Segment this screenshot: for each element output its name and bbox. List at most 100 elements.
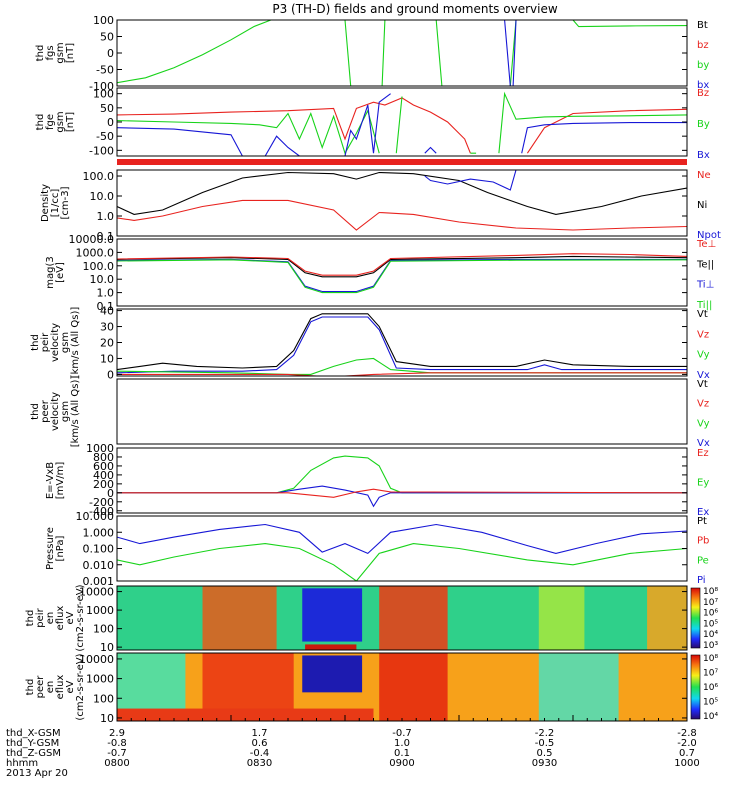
- series-line-temperature-1: [117, 253, 687, 276]
- legend-entry: Vx: [697, 438, 710, 449]
- footer-value-y: -0.8: [107, 738, 127, 749]
- spectrogram-block-0: [302, 588, 363, 642]
- series-line-pressure-1: [117, 543, 687, 581]
- y-axis-label-line: [cm-3]: [60, 186, 71, 219]
- series-line-density-1: [117, 199, 687, 231]
- legend-entry: Ne: [697, 170, 711, 181]
- x-axis: [116, 715, 688, 721]
- footer-value-z: 0.7: [679, 748, 695, 759]
- y-tick-label: 1.0: [97, 287, 115, 300]
- legend-entry: Ex: [697, 507, 709, 518]
- y-tick-label: 1.0: [97, 210, 115, 223]
- y-tick-label: -100: [89, 144, 114, 157]
- y-tick-label: 0: [107, 116, 114, 129]
- y-axis-label-line: thd: [25, 679, 36, 696]
- legend-entry: Vy: [697, 418, 710, 429]
- legend-density: Ne Ni Npot: [697, 170, 721, 241]
- y-axis-label-line: Density: [40, 184, 51, 222]
- y-axis-label-density: Density [1/cc] [cm-3]: [40, 184, 71, 222]
- y-axis-label-line: [km/s (All Qs)]: [70, 307, 81, 379]
- y-axis-label-line: peer: [35, 675, 46, 699]
- footer-value-t: 0830: [247, 758, 272, 769]
- series-line-fge-1: [117, 91, 687, 155]
- spectrogram-peir_spectrogram: [117, 586, 687, 650]
- y-axis-label-line: thd: [30, 334, 41, 351]
- y-axis-label-line: eflux: [55, 675, 66, 700]
- legend-entry: bz: [697, 40, 709, 51]
- y-tick-label: 10000: [79, 653, 114, 666]
- series-line-peir_velocity-3: [117, 372, 687, 376]
- footer-value-z: 0.5: [537, 748, 553, 759]
- colorbar-label: 10⁸: [703, 654, 718, 664]
- y-axis-label-peer_spectrogram: thd peer en eflux eV (cm2-s-sr-eV): [25, 653, 86, 720]
- y-axis-label-temperature: mag(3 [eV]: [45, 256, 66, 288]
- footer-value-x: -0.7: [392, 728, 412, 739]
- footer-value-z: -0.4: [250, 748, 270, 759]
- y-axis-label-line: eV: [65, 611, 76, 624]
- colorbar-label: 10⁷: [703, 669, 718, 679]
- y-tick-label: 10.000: [76, 510, 115, 523]
- y-axis-label-line: Pressure: [45, 527, 56, 570]
- y-tick-label: 100: [93, 692, 114, 705]
- spectrogram-band-2: [379, 653, 448, 721]
- panel-peer_spectrogram: 10⁸ 10⁷ 10⁶ 10⁵ 10⁴ 10000 1000 100 10 thd peer en ef…: [25, 652, 718, 725]
- panel-frame: [116, 238, 688, 307]
- y-tick-label: 0: [107, 487, 114, 500]
- y-tick-label: 200: [93, 478, 114, 491]
- colorbar-scale: [690, 587, 701, 649]
- series-line-efield-0: [117, 455, 687, 494]
- y-tick-label: 0.100: [83, 543, 115, 556]
- legend-entry: Te⊥: [696, 239, 716, 250]
- y-axis-label-line: thd: [35, 45, 46, 62]
- series-group-temperature: [117, 253, 687, 294]
- legend-temperature: Te⊥ Te|| Ti⊥ Ti||: [696, 239, 716, 311]
- legend-entry: Te||: [696, 259, 714, 270]
- y-tick-label: 1000: [86, 673, 114, 686]
- legend-entry: by: [697, 60, 709, 71]
- y-axis-label-line: velocity: [50, 392, 61, 431]
- series-group-peir_velocity: [117, 313, 687, 376]
- y-axis-label-peir_spectrogram: thd peir en eflux eV (cm2-s-sr-eV): [25, 584, 86, 651]
- y-axis-label-line: en: [45, 681, 56, 694]
- y-axis-label-line: mag(3: [45, 256, 56, 288]
- footer-value-z: -0.7: [107, 748, 127, 759]
- series-line-peir_velocity-0: [117, 313, 687, 371]
- series-line-temperature-0: [117, 255, 687, 278]
- y-tick-label: 10000.0: [69, 233, 115, 246]
- y-tick-label: 10: [100, 641, 114, 654]
- spectrogram-band-3: [538, 653, 619, 721]
- y-axis-label-peer_velocity: thd peer velocity gsm [km/s (All Qs)]: [30, 376, 81, 448]
- y-tick-label: 40: [100, 305, 114, 318]
- colorbar-label: 10⁸: [703, 587, 718, 597]
- series-line-temperature-2: [117, 258, 687, 293]
- footer-row-label: thd_Y-GSM: [6, 738, 59, 749]
- y-axis-label-line: eV: [65, 680, 76, 693]
- colorbar-label: 10⁵: [703, 698, 718, 708]
- footer-value-x: -2.8: [677, 728, 697, 739]
- y-tick-label: 1000.0: [76, 246, 115, 259]
- y-axis-label-line: [nT]: [65, 112, 76, 132]
- colorbar-scale: [690, 654, 701, 720]
- series-group-fge: [117, 91, 687, 156]
- legend-entry: Ez: [697, 448, 709, 459]
- y-tick-label: 0: [107, 368, 114, 381]
- footer-value-y: 1.0: [394, 738, 410, 749]
- y-axis-label-line: gsm: [60, 332, 71, 353]
- y-axis-label-line: E=-VxB: [45, 462, 56, 499]
- footer-row-label: hhmm: [6, 758, 38, 769]
- spectrogram-band-3: [647, 586, 687, 650]
- y-tick-label: 0: [107, 47, 114, 60]
- y-axis-label-fge: thd fge gsm [nT]: [35, 111, 76, 132]
- y-axis-label-line: [eV]: [55, 262, 66, 283]
- series-group-efield: [117, 455, 687, 508]
- legend-entry: Bx: [697, 150, 710, 161]
- legend-entry: Npot: [697, 230, 721, 241]
